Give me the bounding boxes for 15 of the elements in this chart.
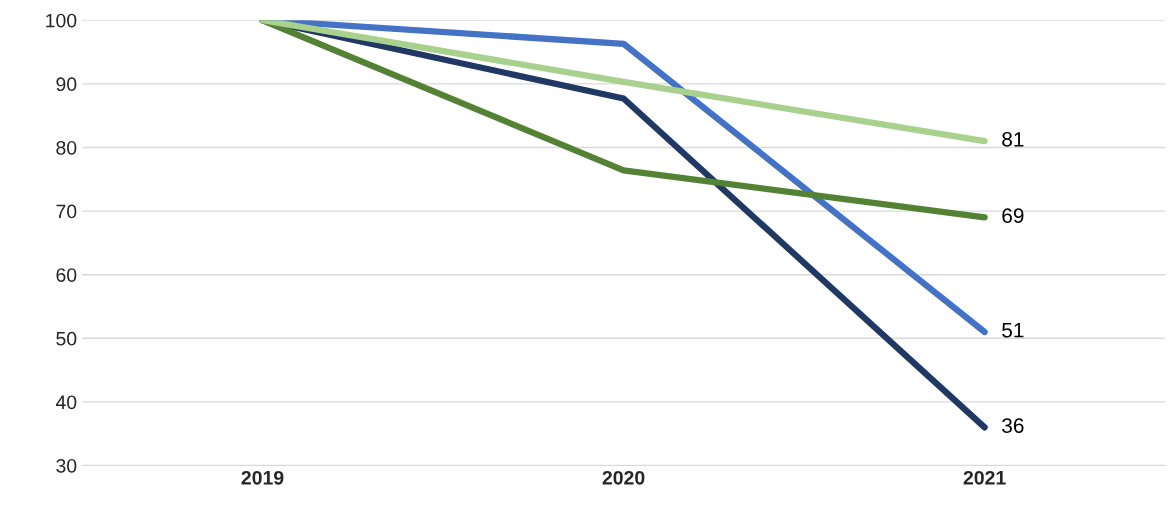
data-label: 36 (1002, 418, 1024, 433)
x-tick-label: 2019 (241, 470, 284, 485)
x-tick-label: 2021 (963, 470, 1006, 485)
y-tick-label: 100 (46, 13, 77, 28)
data-label: 81 (1002, 131, 1024, 147)
y-tick-label: 40 (55, 395, 77, 410)
y-tick-label: 50 (56, 331, 77, 346)
y-tick-label: 60 (56, 268, 77, 282)
data-label: 69 (1002, 208, 1024, 224)
y-tick-label: 90 (56, 77, 77, 92)
data-label: 51 (1002, 322, 1024, 338)
x-tick-label: 2020 (602, 470, 645, 485)
y-tick-label: 80 (56, 140, 77, 155)
y-tick-label: 70 (56, 204, 77, 219)
y-tick-label: 30 (56, 458, 77, 473)
